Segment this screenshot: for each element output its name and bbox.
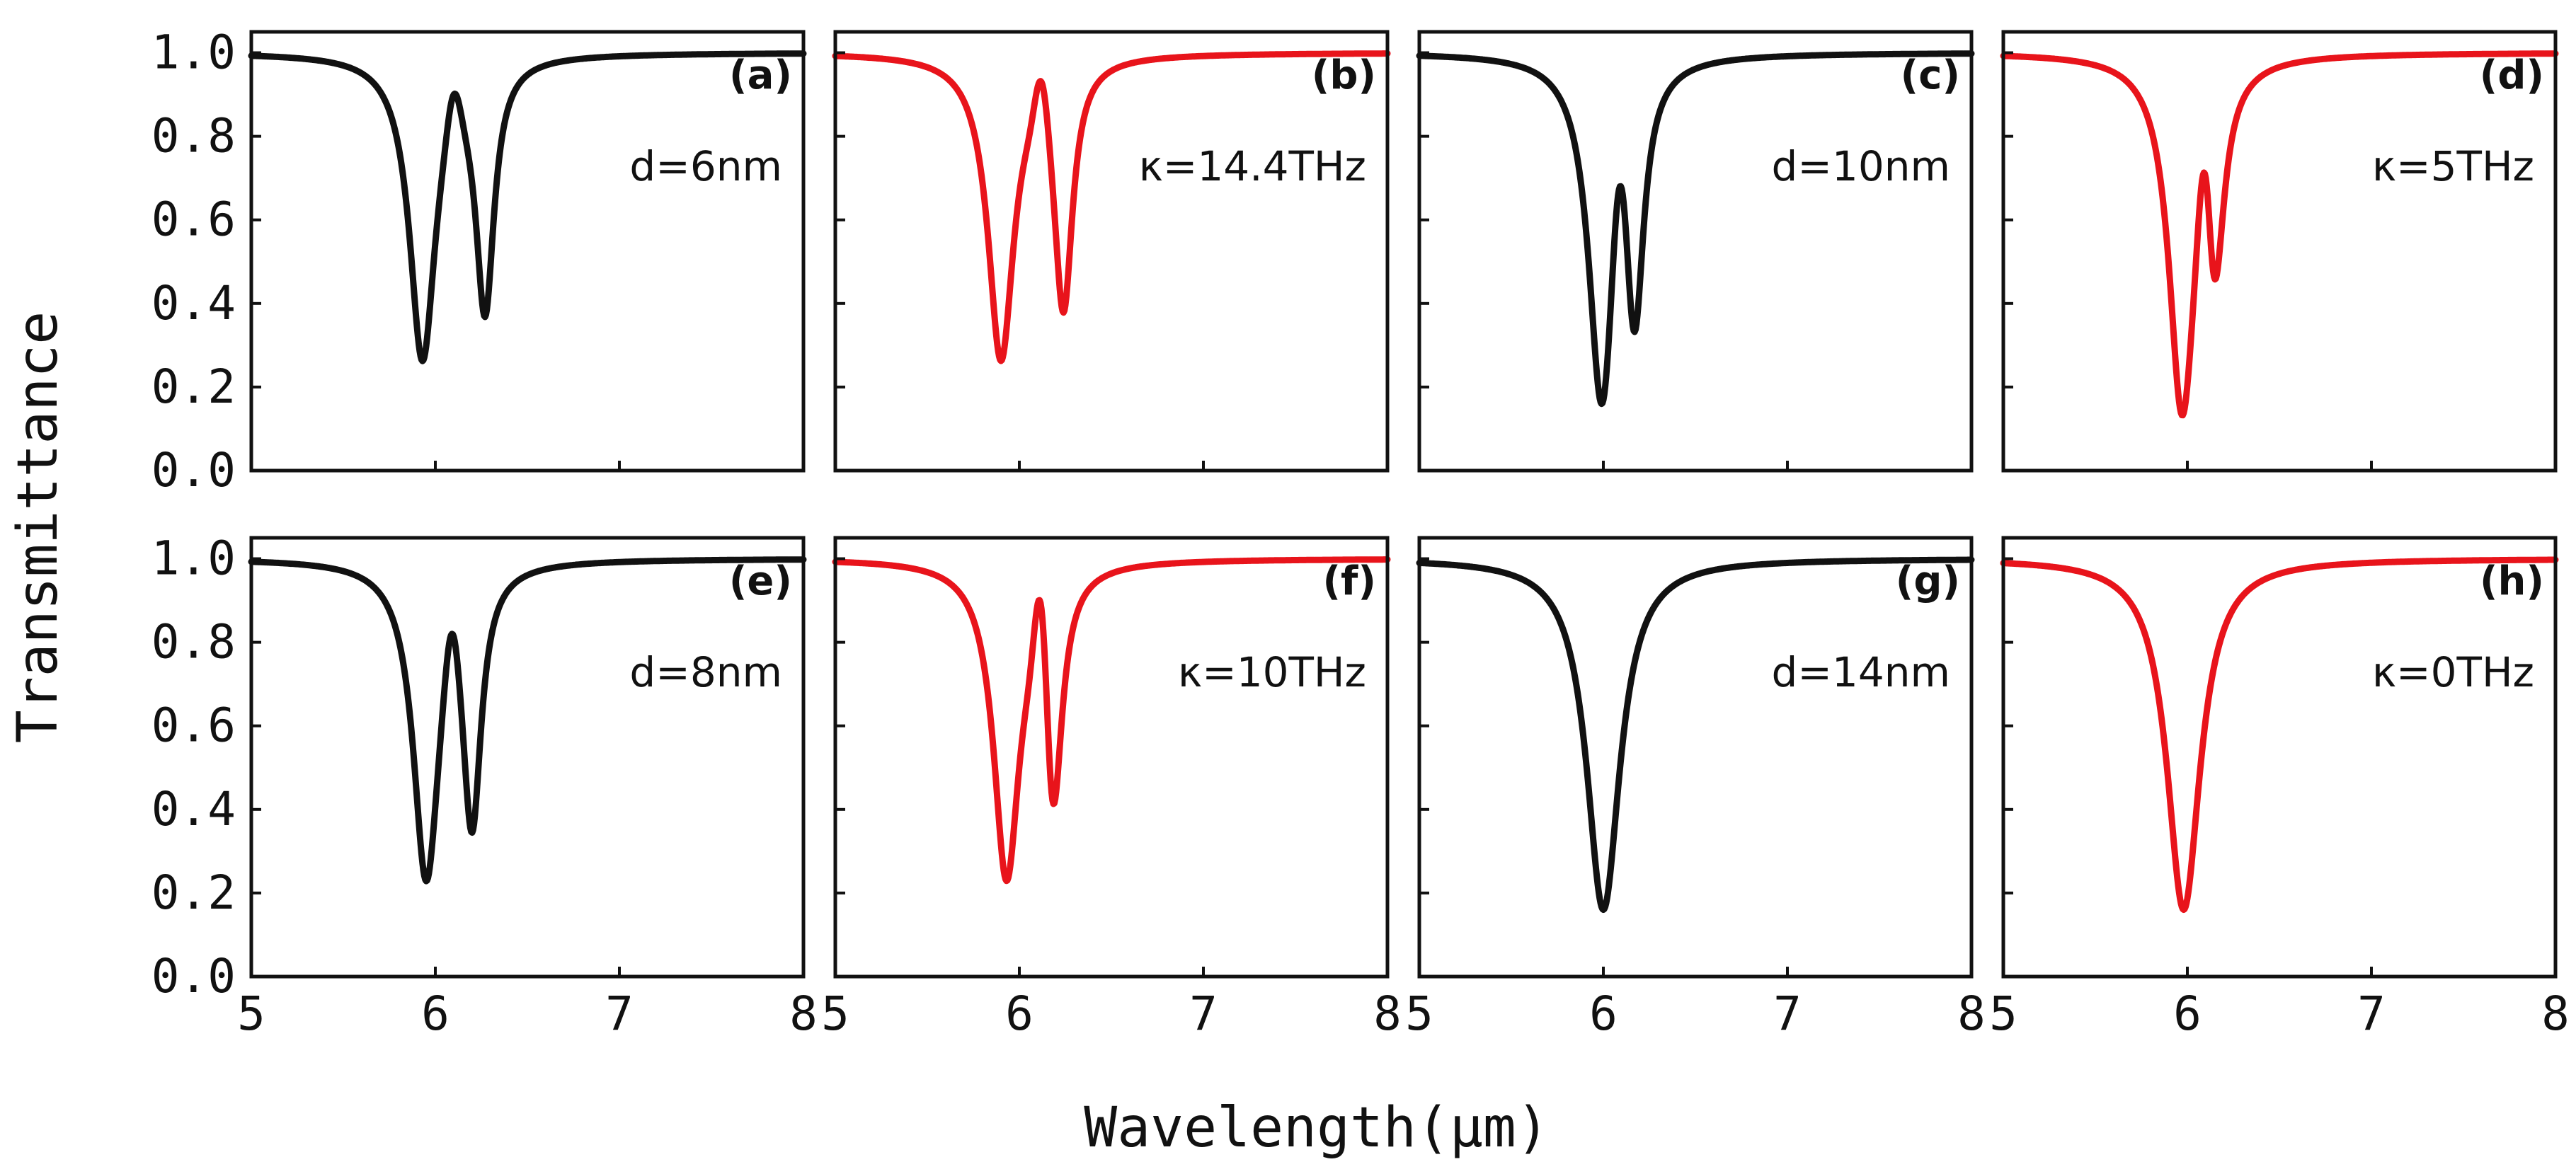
y-tick-label: 0.6 (151, 192, 236, 247)
panel-label: (b) (1312, 52, 1376, 98)
panel-h: 5 6 7 8 (h) κ=0THz (1989, 536, 2570, 1041)
panel-label: (c) (1901, 52, 1960, 98)
y-tick-label: 0.2 (151, 359, 236, 414)
series-line (248, 556, 807, 885)
series-line (2000, 556, 2559, 913)
panel-label: (e) (729, 558, 792, 604)
panel-annotation: κ=5THz (2372, 142, 2534, 190)
y-tick-label: 0.0 (151, 443, 236, 497)
y-tick-label: 0.6 (151, 698, 236, 753)
series-line (832, 556, 1391, 885)
y-tick-label: 0.4 (151, 276, 236, 330)
x-tick-label: 8 (789, 986, 818, 1041)
y-tick-label: 1.0 (151, 25, 236, 80)
x-tick-label: 5 (821, 986, 849, 1041)
x-tick-label: 6 (1589, 986, 1618, 1041)
panel-label: (h) (2480, 558, 2544, 604)
y-tick-label: 1.0 (151, 531, 236, 586)
series-line (832, 50, 1391, 364)
panel-annotation: κ=10THz (1178, 648, 1366, 696)
x-tick-label: 8 (1373, 986, 1402, 1041)
series-line (2000, 50, 2559, 419)
plot-frame (249, 536, 806, 979)
x-tick-label: 6 (421, 986, 450, 1041)
panel-annotation: κ=14.4THz (1139, 142, 1366, 190)
panel-annotation: d=10nm (1772, 142, 1950, 190)
plot-frame (833, 30, 1390, 473)
panel-c: (c) d=10nm (1416, 30, 1975, 473)
panels-group: 0.0 0.2 0.4 0.6 0.8 1.0 (a) d=6nm (b) κ=14.4THz (c… (151, 25, 2570, 1041)
y-tick-label: 0.8 (151, 615, 236, 669)
y-axis-title: Transmittance (6, 311, 70, 743)
panel-a: 0.0 0.2 0.4 0.6 0.8 1.0 (a) d=6nm (151, 25, 807, 497)
x-tick-label: 7 (1189, 986, 1218, 1041)
y-tick-label: 0.4 (151, 782, 236, 836)
x-tick-label: 8 (2541, 986, 2570, 1041)
plot-frame (1417, 536, 1974, 979)
x-tick-label: 5 (237, 986, 265, 1041)
panel-label: (a) (729, 52, 792, 98)
x-tick-label: 8 (1957, 986, 1986, 1041)
y-tick-label: 0.0 (151, 949, 236, 1003)
panel-label: (d) (2480, 52, 2544, 98)
series-line (1416, 50, 1975, 408)
panel-annotation: d=8nm (629, 648, 782, 696)
y-tick-label: 0.2 (151, 865, 236, 920)
panel-annotation: d=6nm (629, 142, 782, 190)
x-tick-label: 6 (1005, 986, 1034, 1041)
plot-frame (1417, 30, 1974, 473)
x-tick-label: 7 (1773, 986, 1802, 1041)
panel-d: (d) κ=5THz (2000, 30, 2559, 473)
plot-frame (2001, 536, 2558, 979)
panel-label: (g) (1896, 558, 1960, 604)
plot-frame (833, 536, 1390, 979)
x-tick-label: 6 (2173, 986, 2202, 1041)
series-line (1416, 556, 1975, 913)
panel-label: (f) (1322, 558, 1376, 604)
x-tick-label: 5 (1405, 986, 1433, 1041)
panel-annotation: κ=0THz (2372, 648, 2534, 696)
plot-frame (2001, 30, 2558, 473)
series-line (248, 50, 807, 364)
panel-annotation: d=14nm (1772, 648, 1950, 696)
panel-g: 5 6 7 8 (g) d=14nm (1405, 536, 1986, 1041)
x-tick-label: 7 (2357, 986, 2386, 1041)
y-tick-label: 0.8 (151, 109, 236, 163)
x-axis-title: Wavelength(μm) (1084, 1096, 1549, 1160)
x-tick-label: 7 (605, 986, 634, 1041)
panel-e: 0.0 0.2 0.4 0.6 0.8 1.0 5 6 7 8 (e) d=8nm (151, 531, 818, 1041)
x-tick-label: 5 (1989, 986, 2017, 1041)
plot-frame (249, 30, 806, 473)
panel-b: (b) κ=14.4THz (832, 30, 1391, 473)
panel-f: 5 6 7 8 (f) κ=10THz (821, 536, 1402, 1041)
